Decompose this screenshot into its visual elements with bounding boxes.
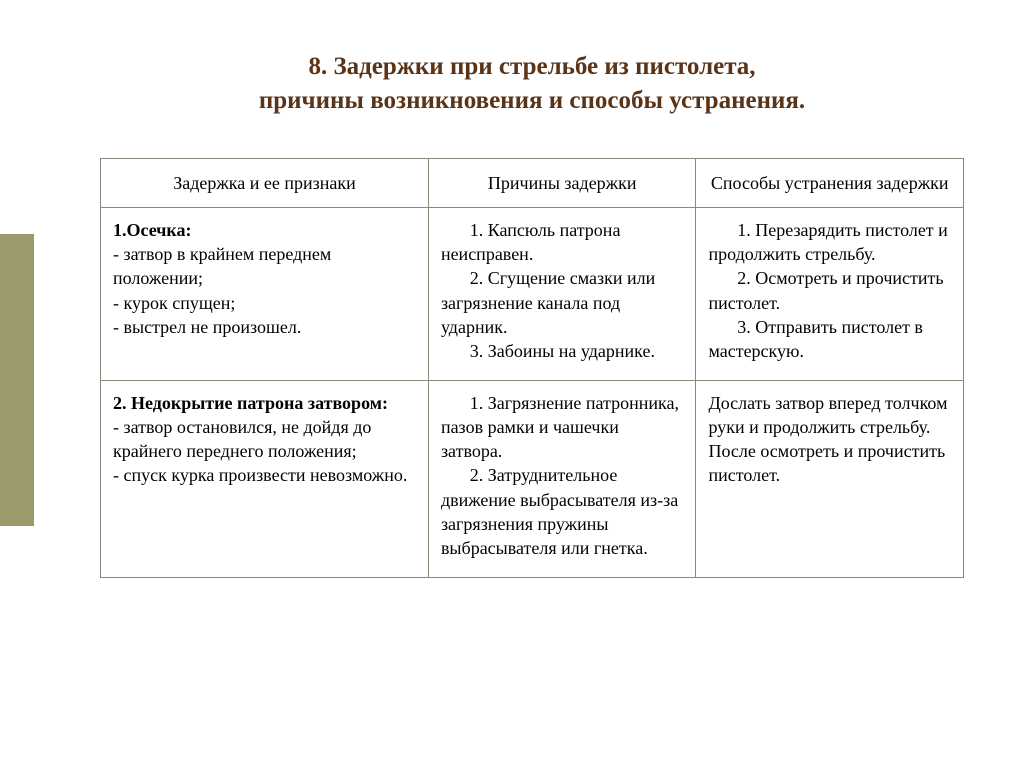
malfunction-name: 2. Недокрытие патрона затвором:: [113, 391, 416, 415]
slide: 8. Задержки при стрельбе из пистолета, п…: [0, 0, 1024, 767]
cause-line: 3. Забоины на ударнике.: [441, 339, 684, 363]
malfunction-name: 1.Осечка:: [113, 218, 416, 242]
cell-signs: 1.Осечка:- затвор в крайнем переднем пол…: [101, 207, 429, 380]
col-header-signs: Задержка и ее признаки: [101, 158, 429, 207]
cell-causes: 1. Капсюль патрона неисправен.2. Сгущени…: [428, 207, 696, 380]
sign-line: - затвор в крайнем переднем положении;: [113, 242, 416, 291]
title-line-2: причины возникновения и способы устранен…: [259, 87, 805, 114]
cell-fix: 1. Перезарядить пистолет и продолжить ст…: [696, 207, 964, 380]
fix-line: 3. Отправить пистолет в мастерскую.: [708, 315, 951, 364]
accent-bar: [0, 234, 34, 526]
cause-line: 2. Затруднительное движение выбрасывател…: [441, 463, 684, 560]
fix-line: 2. Осмотреть и прочистить пистолет.: [708, 266, 951, 315]
table-row: 1.Осечка:- затвор в крайнем переднем пол…: [101, 207, 964, 380]
cell-signs: 2. Недокрытие патрона затвором:- затвор …: [101, 380, 429, 577]
page-title: 8. Задержки при стрельбе из пистолета, п…: [100, 50, 964, 118]
col-header-causes: Причины задержки: [428, 158, 696, 207]
sign-line: - выстрел не произошел.: [113, 315, 416, 339]
sign-line: - курок спущен;: [113, 291, 416, 315]
title-line-1: 8. Задержки при стрельбе из пистолета,: [308, 53, 755, 80]
cell-fix: Дослать затвор вперед толчком руки и про…: [696, 380, 964, 577]
cell-causes: 1. Загрязнение патронника, пазов рамки и…: [428, 380, 696, 577]
sign-line: - затвор остановился, не дойдя до крайне…: [113, 415, 416, 464]
col-header-fix: Способы устранения задержки: [696, 158, 964, 207]
sign-line: - спуск курка произвести невозможно.: [113, 463, 416, 487]
table-header-row: Задержка и ее признаки Причины задержки …: [101, 158, 964, 207]
cause-line: 2. Сгущение смазки или загрязнение канал…: [441, 266, 684, 339]
cause-line: 1. Капсюль патрона неисправен.: [441, 218, 684, 267]
malfunctions-table: Задержка и ее признаки Причины задержки …: [100, 158, 964, 578]
cause-line: 1. Загрязнение патронника, пазов рамки и…: [441, 391, 684, 464]
fix-line: 1. Перезарядить пистолет и продолжить ст…: [708, 218, 951, 267]
table-body: 1.Осечка:- затвор в крайнем переднем пол…: [101, 207, 964, 577]
table-row: 2. Недокрытие патрона затвором:- затвор …: [101, 380, 964, 577]
fix-line: Дослать затвор вперед толчком руки и про…: [708, 391, 951, 488]
